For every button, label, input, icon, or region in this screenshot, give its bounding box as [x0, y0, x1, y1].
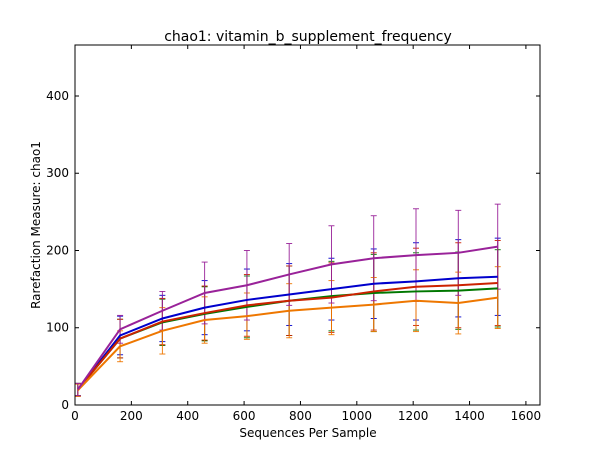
y-tick-label: 0 [61, 398, 69, 412]
x-tick-label: 1000 [342, 409, 373, 423]
x-tick-label: 800 [289, 409, 312, 423]
x-tick-label: 1600 [511, 409, 542, 423]
x-tick-label: 1200 [398, 409, 429, 423]
series-1 [74, 249, 501, 397]
y-tick-label: 400 [46, 89, 69, 103]
plot-frame [74, 44, 541, 406]
series-line-3 [77, 296, 498, 392]
chart-title: chao1: vitamin_b_supplement_frequency [164, 29, 452, 45]
series-line-2 [77, 281, 498, 391]
x-tick-label: 200 [120, 409, 143, 423]
y-tick-label: 200 [46, 243, 69, 257]
y-axis-label: Rarefaction Measure: chao1 [29, 141, 43, 309]
y-axis: 0 100 200 300 400 [46, 89, 540, 412]
series-0 [74, 237, 501, 397]
series-line-0 [77, 275, 498, 391]
x-tick-label: 1400 [454, 409, 485, 423]
x-axis: 0 200 400 600 800 1000 1200 1400 1600 [71, 45, 541, 423]
series-layer [74, 203, 501, 397]
x-tick-label: 600 [233, 409, 256, 423]
x-tick-label: 0 [71, 409, 79, 423]
series-line-4 [76, 245, 498, 391]
x-tick-label: 400 [176, 409, 199, 423]
y-tick-label: 100 [46, 321, 69, 335]
y-tick-label: 300 [46, 166, 69, 180]
x-axis-label: Sequences Per Sample [239, 426, 376, 440]
